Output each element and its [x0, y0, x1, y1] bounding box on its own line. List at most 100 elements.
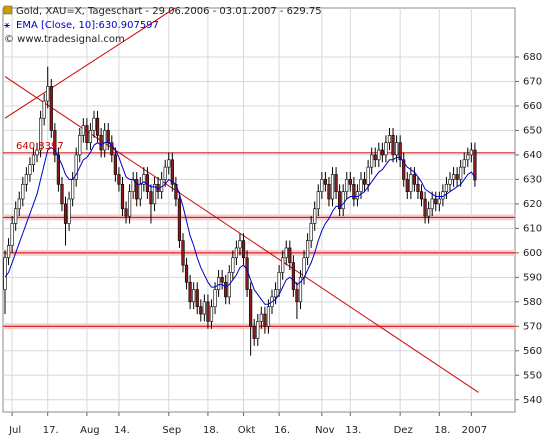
- candle-body: [117, 174, 121, 185]
- y-tick-label: 600: [523, 248, 542, 259]
- candle-body: [49, 86, 53, 131]
- candle-body: [327, 183, 331, 200]
- candle-body: [6, 245, 11, 259]
- candle-body: [53, 130, 57, 156]
- candle-body: [394, 142, 399, 156]
- candle-body: [85, 125, 89, 143]
- candle-body: [135, 179, 139, 200]
- candle-body: [430, 198, 434, 210]
- candle-body: [213, 289, 217, 308]
- candle-body: [24, 174, 28, 185]
- candle-body: [38, 117, 43, 151]
- candle-body: [110, 142, 114, 156]
- candle-body: [377, 149, 381, 161]
- candle-body: [138, 183, 142, 200]
- chart-title: Gold, XAU=X, Tageschart - 29.06.2006 - 0…: [16, 6, 322, 17]
- y-tick-label: 540: [523, 395, 542, 406]
- x-tick-label: Aug: [80, 425, 100, 436]
- candle-body: [74, 154, 78, 180]
- candle-body: [291, 262, 295, 290]
- candle-body: [224, 281, 228, 298]
- y-tick-label: 560: [523, 346, 542, 357]
- candle-body: [202, 301, 206, 315]
- candle-body: [459, 166, 463, 180]
- candle-body: [473, 149, 477, 181]
- labels: 540 550 560 570 580 590 600 610 620 630 640 650 660 6…: [8, 52, 542, 436]
- candle-body: [334, 174, 338, 192]
- y-tick-label: 680: [523, 52, 542, 63]
- candle-body: [106, 130, 110, 143]
- candle-body: [217, 277, 221, 290]
- candle-body: [451, 174, 456, 180]
- candle-body: [412, 174, 417, 185]
- x-tick-label: 14.: [114, 425, 130, 436]
- y-tick-label: 670: [523, 76, 542, 87]
- candle-body: [362, 179, 367, 185]
- candle-body: [352, 183, 356, 200]
- x-tick-label: Dez: [394, 425, 413, 436]
- candle-body: [427, 208, 431, 217]
- candle-body: [263, 313, 267, 327]
- candle-body: [398, 142, 402, 161]
- candle-body: [284, 247, 288, 259]
- candle-body: [316, 191, 320, 210]
- x-tick-label: 17.: [43, 425, 59, 436]
- candle-body: [252, 326, 256, 339]
- candle-body: [345, 179, 349, 192]
- trendline: [4, 8, 176, 119]
- candle-body: [14, 208, 18, 224]
- candle-body: [434, 198, 438, 205]
- marks: [3, 8, 515, 393]
- y-tick-label: 630: [523, 174, 542, 185]
- candle-body: [81, 125, 85, 136]
- candle-body: [384, 142, 388, 156]
- candle-body: [199, 306, 203, 315]
- candle-body: [341, 191, 345, 210]
- x-tick-label: 16.: [274, 425, 290, 436]
- candle-body: [469, 149, 473, 156]
- candle-body: [88, 130, 93, 143]
- y-tick-label: 570: [523, 321, 542, 332]
- candle-body: [391, 135, 395, 156]
- candle-body: [380, 149, 384, 156]
- candle-body: [234, 247, 239, 259]
- x-tick-label: Nov: [315, 425, 335, 436]
- candle-body: [373, 154, 377, 161]
- candle-body: [56, 154, 60, 185]
- candle-body: [444, 183, 449, 192]
- y-tick-label: 580: [523, 297, 542, 308]
- candle-body: [370, 154, 374, 168]
- candle-body: [462, 159, 466, 168]
- candle-body: [163, 166, 167, 180]
- candle-body: [348, 179, 352, 185]
- candle-body: [71, 179, 75, 200]
- candle-body: [95, 117, 100, 136]
- candle-body: [195, 289, 199, 308]
- y-tick-label: 620: [523, 199, 542, 210]
- candle-body: [63, 203, 68, 224]
- icon: [3, 5, 13, 15]
- y-tick-label: 550: [523, 370, 542, 381]
- candle-body: [387, 135, 392, 143]
- candle-body: [416, 183, 420, 192]
- candle-body: [142, 174, 146, 185]
- candle-body: [28, 164, 32, 175]
- line-label: 640.8397: [16, 141, 64, 152]
- candle-body: [184, 264, 189, 283]
- x-tick-label: 18.: [203, 425, 219, 436]
- candle-body: [281, 257, 285, 273]
- candle-body: [256, 321, 260, 339]
- candle-body: [46, 86, 50, 102]
- grid: [3, 8, 515, 412]
- candle-body: [177, 198, 182, 241]
- candle-body: [295, 289, 299, 303]
- candle-body: [273, 289, 278, 298]
- candle-body: [42, 100, 46, 119]
- y-tick-label: 660: [523, 101, 542, 112]
- candle-body: [419, 191, 424, 200]
- candle-body: [423, 198, 427, 217]
- candle-body: [366, 166, 370, 185]
- y-tick-label: 610: [523, 223, 542, 234]
- x-tick-label: Okt: [238, 425, 256, 436]
